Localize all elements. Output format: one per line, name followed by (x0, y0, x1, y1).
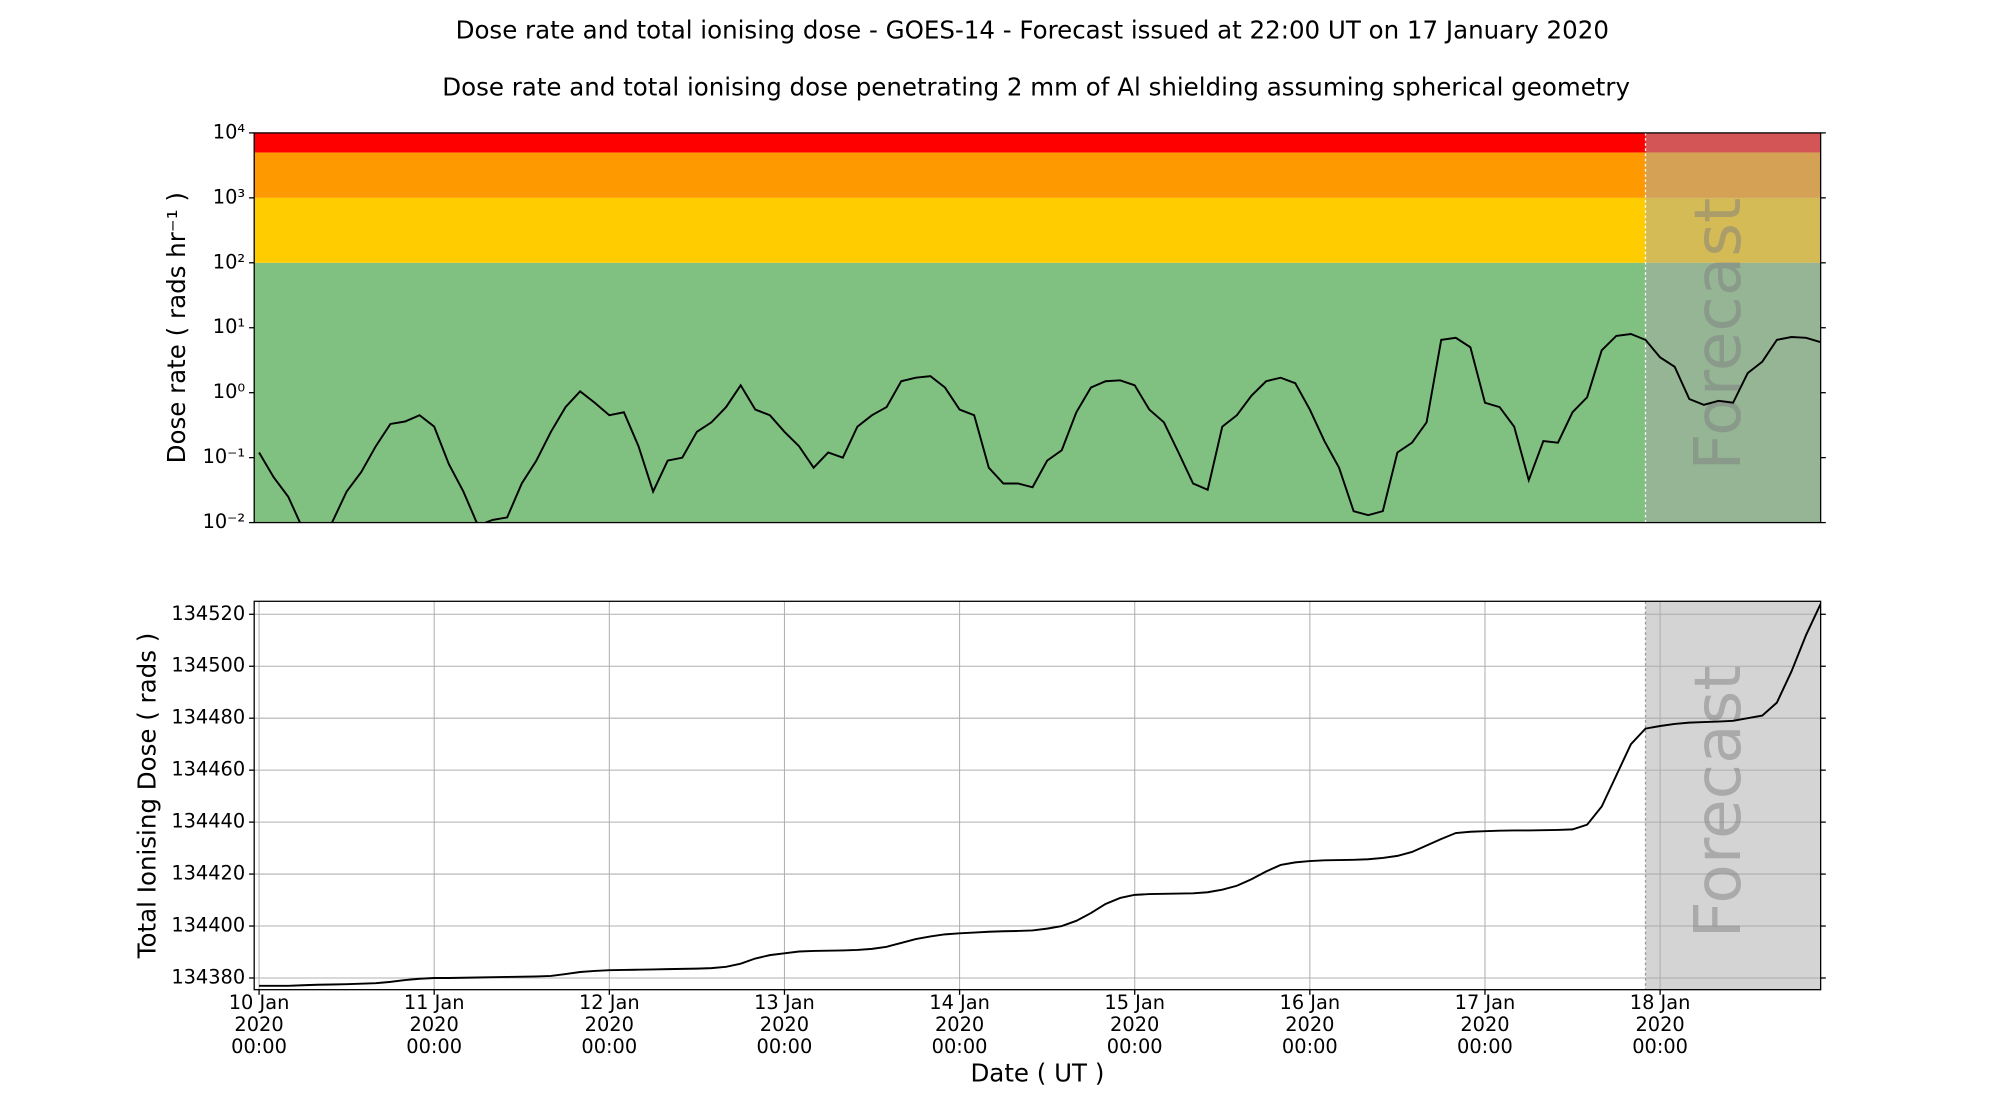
x-tick-label: 15 Jan 2020 00:00 (1104, 992, 1165, 1059)
threshold-band (254, 152, 1821, 198)
x-tick-label: 16 Jan 2020 00:00 (1279, 992, 1341, 1059)
y-tick-label: 134520 (171, 602, 245, 625)
x-tick-label-box: 11 Jan 2020 00:00 (403, 992, 465, 1059)
y-tick-label: 134420 (171, 862, 245, 885)
y-tick-label: 134380 (171, 965, 245, 988)
x-tick-label: 10 Jan 2020 00:00 (228, 992, 290, 1059)
x-tick-label-box: 18 Jan 2020 00:00 (1629, 992, 1691, 1059)
y-tick-label: 10² (213, 250, 245, 273)
x-tick-label: 11 Jan 2020 00:00 (403, 992, 465, 1059)
x-tick-label-box: 15 Jan 2020 00:00 (1104, 992, 1165, 1059)
x-tick-label-box: 14 Jan 2020 00:00 (929, 992, 990, 1059)
y-tick-label: 10¹ (213, 315, 245, 338)
y-tick-label: 134440 (171, 810, 245, 833)
forecast-region (1645, 601, 1821, 990)
x-tick-label: 18 Jan 2020 00:00 (1629, 992, 1691, 1059)
forecast-label: Forecast (1681, 198, 1756, 471)
x-axis-label: Date ( UT ) (970, 1058, 1104, 1087)
x-tick-label: 12 Jan 2020 00:00 (578, 992, 640, 1059)
plot-background (254, 601, 1821, 990)
y-tick-label: 10⁻² (203, 510, 246, 533)
threshold-band (254, 262, 1821, 523)
threshold-band (254, 197, 1821, 263)
forecast-region (1645, 132, 1821, 523)
x-tick-label-box: 12 Jan 2020 00:00 (578, 992, 640, 1059)
forecast-label: Forecast (1681, 665, 1756, 938)
x-tick-label: 13 Jan 2020 00:00 (754, 992, 815, 1059)
subtitle: Dose rate and total ionising dose penetr… (442, 72, 1630, 101)
y-axis-label: Total Ionising Dose ( rads ) (132, 633, 161, 960)
x-tick-label: 14 Jan 2020 00:00 (929, 992, 990, 1059)
x-tick-label-box: 10 Jan 2020 00:00 (228, 992, 290, 1059)
y-tick-label: 134500 (171, 654, 245, 677)
y-tick-label: 10⁻¹ (203, 445, 246, 468)
y-tick-label: 10³ (213, 185, 245, 208)
x-tick-label: 17 Jan 2020 00:00 (1454, 992, 1516, 1059)
data-line (258, 333, 1821, 523)
y-axis-label: Dose rate ( rads hr⁻¹ ) (162, 192, 191, 463)
plot-frame (253, 600, 1822, 991)
threshold-band (254, 132, 1821, 153)
y-tick-label: 10⁴ (213, 120, 246, 143)
y-tick-label: 134400 (171, 914, 245, 937)
x-tick-label-box: 16 Jan 2020 00:00 (1279, 992, 1341, 1059)
title: Dose rate and total ionising dose - GOES… (456, 16, 1609, 45)
data-line (259, 603, 1821, 987)
y-tick-label: 10⁰ (213, 380, 246, 403)
x-tick-label-box: 17 Jan 2020 00:00 (1454, 992, 1516, 1059)
y-tick-label: 134480 (171, 706, 245, 729)
y-tick-label: 134460 (171, 758, 245, 781)
x-tick-label-box: 13 Jan 2020 00:00 (754, 992, 815, 1059)
